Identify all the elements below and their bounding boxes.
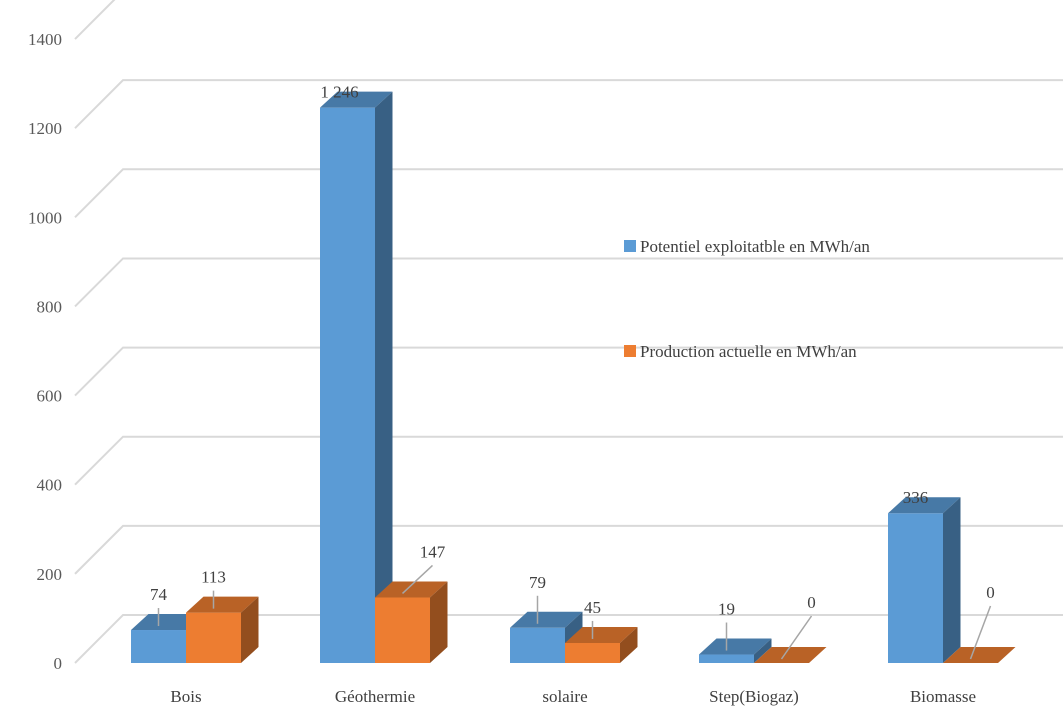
data-label: 336	[903, 488, 929, 507]
bar-top	[320, 91, 393, 108]
bar-side	[620, 626, 638, 663]
bar-front	[699, 654, 754, 663]
bar-top	[888, 497, 961, 514]
data-label: 79	[529, 573, 546, 592]
bar-front	[186, 612, 241, 663]
bar-top	[186, 596, 259, 613]
bar-front	[510, 627, 565, 663]
y-tick-label: 200	[37, 565, 63, 584]
bar-side	[375, 91, 393, 664]
bar-front	[888, 513, 943, 663]
bar-side	[241, 596, 259, 663]
data-label: 147	[420, 542, 446, 561]
category-label: Biomasse	[910, 687, 976, 706]
bar-front	[565, 642, 620, 663]
y-tick-label: 0	[54, 654, 63, 673]
bar-side	[754, 638, 772, 663]
bar-top	[510, 611, 583, 628]
bar-front	[131, 630, 186, 663]
data-label: 1 246	[320, 83, 358, 102]
gridline	[74, 346, 1063, 397]
x-axis: Bois Géothermie solaire Step(Biogaz) Biomass…	[170, 687, 976, 706]
y-tick-label: 1400	[28, 30, 62, 49]
y-tick-label: 1200	[28, 119, 62, 138]
category-label: solaire	[542, 687, 587, 706]
leader-line	[780, 615, 813, 660]
gridline	[74, 257, 1063, 308]
bar-front	[320, 107, 375, 664]
category-label: Step(Biogaz)	[709, 687, 799, 706]
gridline	[74, 168, 1063, 219]
data-labels: 74 113 1 246 147 79 45 19 0 336 0	[150, 83, 995, 660]
category-label: Bois	[170, 687, 201, 706]
bars	[131, 91, 1016, 664]
bar-top	[699, 638, 772, 655]
y-tick-label: 600	[37, 387, 63, 406]
gridline	[74, 79, 1063, 129]
bar-top	[943, 647, 1016, 663]
bar-side	[430, 581, 448, 663]
bar-top	[565, 626, 638, 643]
gridline	[74, 524, 1063, 575]
legend-swatch	[624, 345, 636, 357]
gridline	[74, 614, 1063, 664]
legend: Potentiel exploitatble en MWh/an Producti…	[624, 237, 870, 361]
data-label: 113	[201, 568, 226, 587]
bar-top	[754, 647, 827, 663]
data-label: 0	[986, 583, 995, 602]
leader-line	[401, 564, 434, 595]
gridlines	[74, 0, 1063, 664]
gridline	[74, 435, 1063, 486]
bar-side	[943, 497, 961, 663]
legend-swatch	[624, 240, 636, 252]
y-tick-label: 1000	[28, 208, 62, 227]
bar-top	[375, 581, 448, 598]
gridline	[74, 0, 116, 40]
leader-line	[969, 605, 992, 660]
data-label: 0	[807, 593, 816, 612]
bar-front	[375, 597, 430, 663]
y-axis: 0 200 400 600 800 1000 1200 1400	[28, 30, 62, 673]
y-tick-label: 400	[37, 476, 63, 495]
y-tick-label: 800	[37, 297, 63, 316]
data-label: 45	[584, 598, 601, 617]
data-label: 19	[718, 600, 735, 619]
bar-top	[131, 614, 204, 631]
legend-label: Production actuelle en MWh/an	[640, 342, 857, 361]
category-label: Géothermie	[335, 687, 415, 706]
legend-label: Potentiel exploitatble en MWh/an	[640, 237, 870, 256]
data-label: 74	[150, 585, 168, 604]
